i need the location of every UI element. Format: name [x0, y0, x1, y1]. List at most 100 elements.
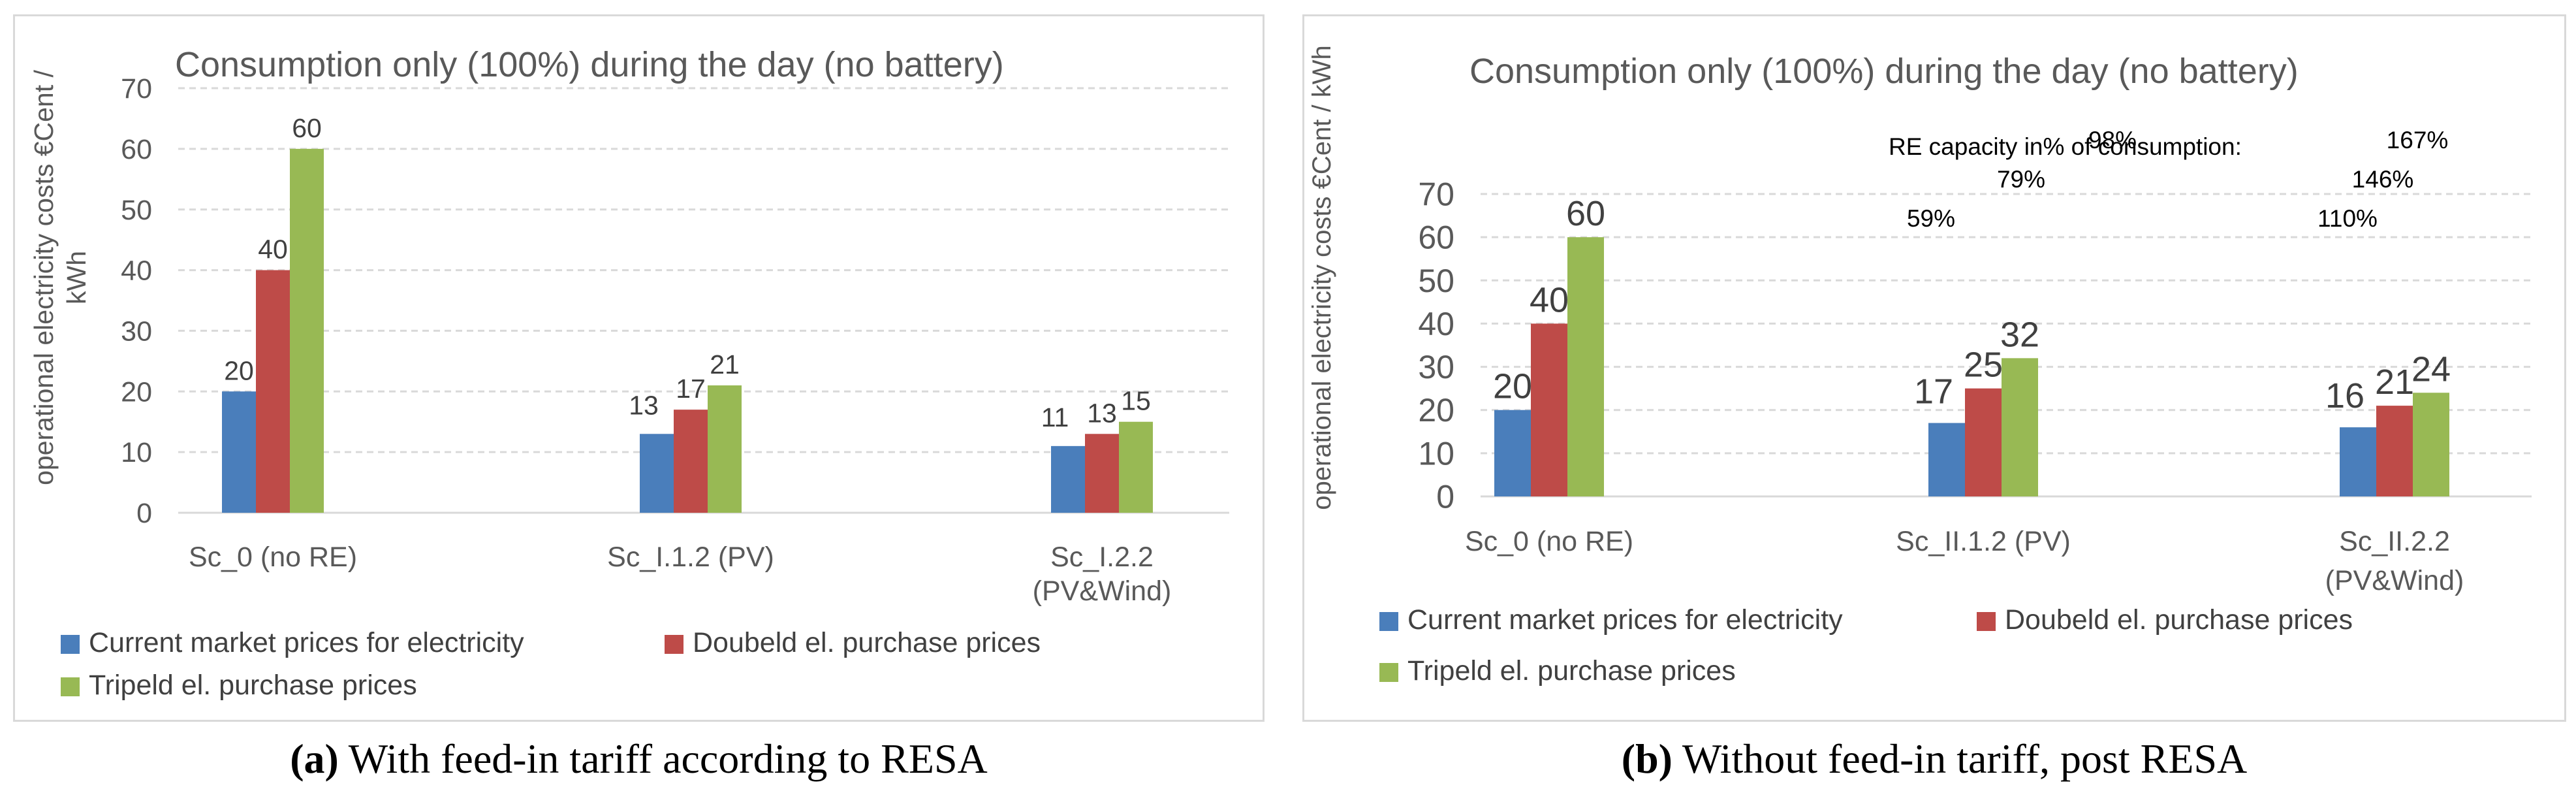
data-label: 21	[710, 349, 740, 380]
annotation-label: 146%	[2352, 166, 2414, 193]
y-tick-label: 70	[1418, 176, 1454, 213]
y-tick-label: 60	[121, 134, 152, 165]
legend-label: Current market prices for electricity	[1407, 604, 1843, 636]
legend-swatch-series3	[61, 677, 80, 696]
legend-swatch-series1	[61, 635, 80, 654]
annotation-label: 59%	[1907, 205, 1955, 232]
data-label: 16	[2325, 376, 2364, 415]
y-tick-label: 10	[121, 437, 152, 468]
x-category-label: Sc_I.1.2 (PV)	[607, 541, 774, 573]
legend-item-series3: Tripeld el. purchase prices	[1379, 655, 1736, 687]
y-tick-label: 10	[1418, 435, 1454, 472]
caption-label: (b)	[1621, 735, 1673, 782]
bar	[1494, 410, 1531, 496]
x-category-label: (PV&Wind)	[2325, 565, 2464, 596]
bar	[1085, 434, 1119, 513]
data-label: 40	[1530, 280, 1569, 319]
annotation-label: 98%	[2088, 127, 2137, 154]
legend-label: Tripeld el. purchase prices	[1407, 655, 1736, 687]
data-label: 60	[1566, 194, 1605, 233]
bar	[222, 391, 256, 513]
x-category-label: Sc_I.2.2	[1050, 541, 1154, 573]
y-tick-label: 30	[121, 315, 152, 347]
y-tick-label: 50	[121, 195, 152, 226]
y-tick-label: 50	[1418, 263, 1454, 299]
y-tick-label: 20	[1418, 392, 1454, 428]
y-axis-label: operational electricity costs €Cent /	[29, 69, 59, 485]
x-category-label: (PV&Wind)	[1033, 575, 1172, 607]
data-label: 17	[1914, 372, 1953, 412]
x-category-label: Sc_0 (no RE)	[1465, 526, 1633, 557]
x-category-label: Sc_II.2.2	[2339, 526, 2450, 557]
y-tick-label: 0	[1436, 479, 1454, 515]
caption-label: (a)	[290, 735, 339, 782]
data-label: 13	[1087, 398, 1117, 428]
data-label: 32	[2000, 315, 2039, 354]
y-axis-label: kWh	[61, 251, 91, 304]
bar	[1965, 388, 2002, 496]
legend-item-series2: Doubeld el. purchase prices	[665, 627, 1041, 659]
chart-panel-a: 0 10 20 30 40 50 60 70 Consumption only (100%) d…	[13, 14, 1264, 722]
bar	[256, 270, 290, 513]
bar	[2340, 427, 2376, 496]
legend-item-series1: Current market prices for electricity	[1379, 604, 1843, 636]
y-tick-label: 70	[121, 73, 152, 105]
x-category-label: Sc_II.1.2 (PV)	[1896, 526, 2071, 557]
legend-label: Doubeld el. purchase prices	[2005, 604, 2353, 636]
chart-title: Consumption only (100%) during the day (…	[1469, 52, 2299, 91]
annotation-label: 79%	[1997, 166, 2045, 193]
y-axis-label: operational electricity costs €Cent / kW…	[1308, 45, 1336, 509]
caption-a: (a) With feed-in tariff according to RES…	[13, 735, 1264, 783]
bar	[1119, 421, 1153, 513]
y-tick-label: 0	[136, 498, 152, 529]
y-tick-label: 40	[121, 255, 152, 287]
bar	[708, 385, 742, 513]
bar	[640, 434, 674, 513]
annotation-title: RE capacity in% of consumption:	[1889, 133, 2242, 160]
legend-item-series2: Doubeld el. purchase prices	[1977, 604, 2353, 636]
legend-label: Current market prices for electricity	[89, 627, 524, 658]
x-category-label: Sc_0 (no RE)	[189, 541, 357, 573]
bar	[2413, 393, 2449, 496]
y-tick-label: 40	[1418, 306, 1454, 342]
annotation-label: 167%	[2387, 127, 2449, 154]
annotation-label: 110%	[2317, 205, 2378, 232]
legend-label: Tripeld el. purchase prices	[89, 670, 417, 701]
bar	[1051, 445, 1085, 513]
chart-b: 0 10 20 30 40 50 60 70 Consumption only (100%) d…	[1308, 45, 2532, 596]
y-tick-label: 60	[1418, 219, 1454, 256]
bar	[674, 410, 708, 513]
y-tick-label: 30	[1418, 349, 1454, 385]
chart-title: Consumption only (100%) during the day (…	[175, 45, 1004, 84]
bar	[2002, 358, 2038, 496]
data-label: 25	[1964, 346, 2003, 385]
data-label: 24	[2411, 349, 2451, 389]
bar	[1531, 323, 1567, 496]
legend-swatch-series2	[665, 635, 683, 654]
legend-item-series3: Tripeld el. purchase prices	[61, 670, 417, 702]
data-label: 40	[258, 234, 288, 265]
caption-text: Without feed-in tariff, post RESA	[1672, 735, 2248, 782]
bar	[1567, 237, 1604, 496]
data-label: 20	[1493, 367, 1532, 406]
legend-swatch-series3	[1379, 663, 1398, 682]
bar	[1928, 423, 1965, 496]
data-label: 21	[2375, 363, 2414, 402]
legend-label: Doubeld el. purchase prices	[693, 627, 1041, 658]
chart-a: 0 10 20 30 40 50 60 70 Consumption only (100%) d…	[29, 45, 1229, 607]
caption-b: (b) Without feed-in tariff, post RESA	[1302, 735, 2566, 783]
data-label: 60	[292, 113, 322, 143]
data-label: 20	[224, 355, 254, 385]
bar	[290, 148, 324, 513]
caption-text: With feed-in tariff according to RESA	[338, 735, 988, 782]
chart-panel-b: 0 10 20 30 40 50 60 70 Consumption only (100%) d…	[1302, 14, 2566, 722]
legend-swatch-series2	[1977, 612, 1996, 631]
bar	[2376, 406, 2413, 496]
y-tick-label: 20	[121, 376, 152, 408]
data-label: 17	[676, 374, 706, 404]
legend-item-series1: Current market prices for electricity	[61, 627, 524, 659]
data-label: 15	[1121, 386, 1151, 416]
data-label: 11	[1041, 402, 1069, 432]
legend-swatch-series1	[1379, 612, 1398, 631]
data-label: 13	[629, 390, 659, 420]
